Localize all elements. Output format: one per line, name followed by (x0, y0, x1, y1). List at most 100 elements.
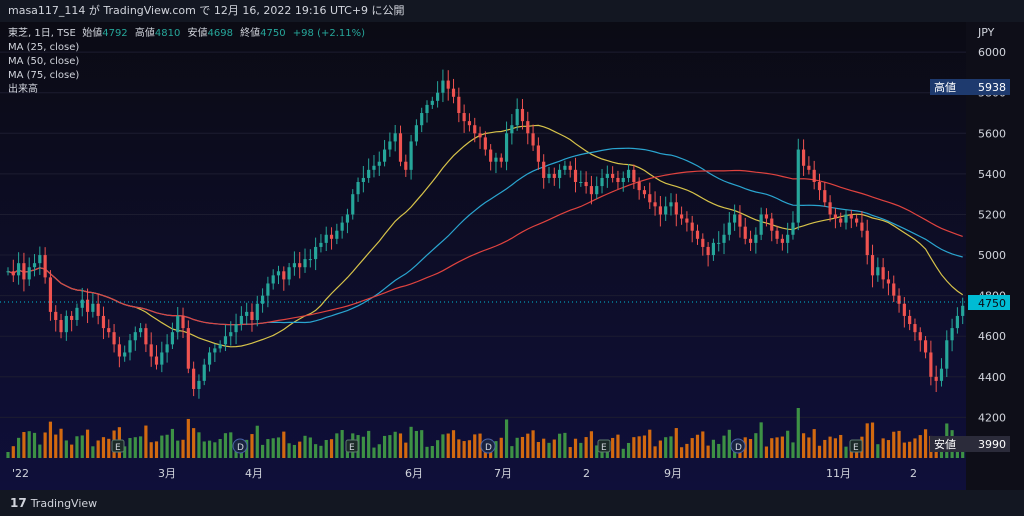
candle-body (192, 368, 196, 389)
candle-body (680, 214, 684, 219)
volume-bar (197, 432, 201, 458)
candle-body (441, 80, 445, 93)
volume-bar (202, 441, 206, 458)
volume-bar (844, 446, 848, 458)
volume-bar (420, 430, 424, 458)
candle-body (356, 182, 360, 195)
volume-bar (913, 438, 917, 458)
volume-bar (515, 437, 519, 458)
chart-area[interactable]: E D E D E D E JPY 6000580056005400520050004800… (0, 22, 1024, 490)
candle-body (653, 202, 657, 207)
candle-body (489, 149, 493, 162)
volume-bar (218, 439, 222, 458)
candle-body (303, 259, 307, 268)
volume-bar (876, 444, 880, 458)
dividend-marker[interactable]: D (480, 438, 496, 454)
volume-bar (817, 445, 822, 458)
volume-bar (632, 437, 636, 458)
volume-bar (510, 446, 514, 458)
volume-bar (38, 444, 42, 458)
candle-body (764, 214, 769, 219)
candle-body (457, 96, 461, 114)
candle-body (494, 157, 498, 162)
candle-body (504, 133, 509, 162)
candle-body (351, 194, 355, 215)
volume-bar (504, 419, 509, 458)
dividend-marker[interactable]: D (232, 438, 248, 454)
candle-body (101, 315, 106, 329)
price-tick: 4200 (978, 411, 1006, 424)
low-price-tag: 安値 3990 (930, 436, 1010, 452)
candle-body (234, 324, 238, 333)
candle-body (558, 169, 562, 178)
symbol-label[interactable]: 東芝, 1日, TSE (8, 28, 76, 39)
ma50-legend[interactable]: MA (50, close) (8, 56, 80, 67)
volume-bar (807, 437, 811, 458)
volume-bar (568, 447, 572, 458)
earnings-marker[interactable]: E (597, 439, 611, 453)
volume-bar (918, 435, 922, 458)
volume-bar (499, 437, 503, 458)
candle-body (91, 303, 95, 312)
volume-bar (462, 441, 466, 458)
volume-bar (595, 445, 599, 458)
volume-bar (186, 418, 190, 458)
candle-body (478, 133, 482, 138)
volume-bar (319, 445, 323, 458)
volume-bar (579, 442, 583, 458)
candle-body (420, 113, 424, 126)
candle-body (107, 328, 111, 333)
candle-body (287, 267, 291, 280)
volume-bar (85, 429, 90, 458)
dividend-marker[interactable]: D (730, 438, 746, 454)
candle-body (717, 242, 721, 244)
time-axis[interactable]: '22 3月 4月 6月 7月 2 9月 11月 2 (12, 467, 917, 480)
candle-body (849, 214, 853, 219)
candle-body (181, 315, 185, 329)
tradingview-logo[interactable]: 17 TradingView (10, 496, 97, 510)
candle-body (547, 173, 551, 178)
time-tick: 6月 (405, 467, 423, 480)
candle-body (85, 299, 90, 312)
volume-bar (367, 430, 371, 458)
volume-bar (611, 437, 615, 458)
volume-bar (711, 439, 716, 458)
volume-legend[interactable]: 出来高 (8, 84, 38, 95)
volume-bar (54, 434, 58, 458)
earnings-marker[interactable]: E (345, 439, 359, 453)
volume-bar (685, 443, 689, 458)
volume-bar (75, 436, 79, 458)
candle-body (743, 226, 747, 239)
svg-text:E: E (115, 443, 121, 453)
footer-bar: 17 TradingView (0, 490, 1024, 516)
volume-bar (361, 436, 365, 458)
candle-body (54, 311, 58, 320)
earnings-marker[interactable]: E (849, 439, 863, 453)
volume-bar (642, 435, 647, 458)
volume-bar (266, 439, 270, 458)
price-axis[interactable]: JPY 600058005600540052005000480046004400… (977, 26, 1006, 424)
candle-body (59, 319, 63, 333)
candle-body (388, 141, 392, 150)
candle-body (817, 182, 822, 191)
candle-body (568, 165, 572, 170)
volume-bar (457, 439, 461, 458)
volume-bar (388, 435, 392, 458)
ma75-legend[interactable]: MA (75, close) (8, 70, 80, 81)
candle-body (711, 242, 716, 256)
volume-bar (494, 441, 498, 458)
volume-bar (27, 431, 31, 458)
candle-body (961, 305, 965, 316)
candle-body (202, 364, 206, 381)
candle-body (314, 246, 318, 260)
earnings-marker[interactable]: E (111, 439, 125, 453)
high-label: 高値 (134, 28, 155, 39)
ma25-legend[interactable]: MA (25, close) (8, 42, 80, 53)
candle-body (648, 194, 652, 203)
candle-body (260, 295, 265, 304)
candle-body (876, 267, 880, 276)
volume-bar (701, 431, 705, 458)
price-chart[interactable]: E D E D E D E JPY 6000580056005400520050004800… (0, 22, 1024, 490)
candle-body (276, 271, 281, 276)
price-tick: 5600 (978, 127, 1006, 140)
